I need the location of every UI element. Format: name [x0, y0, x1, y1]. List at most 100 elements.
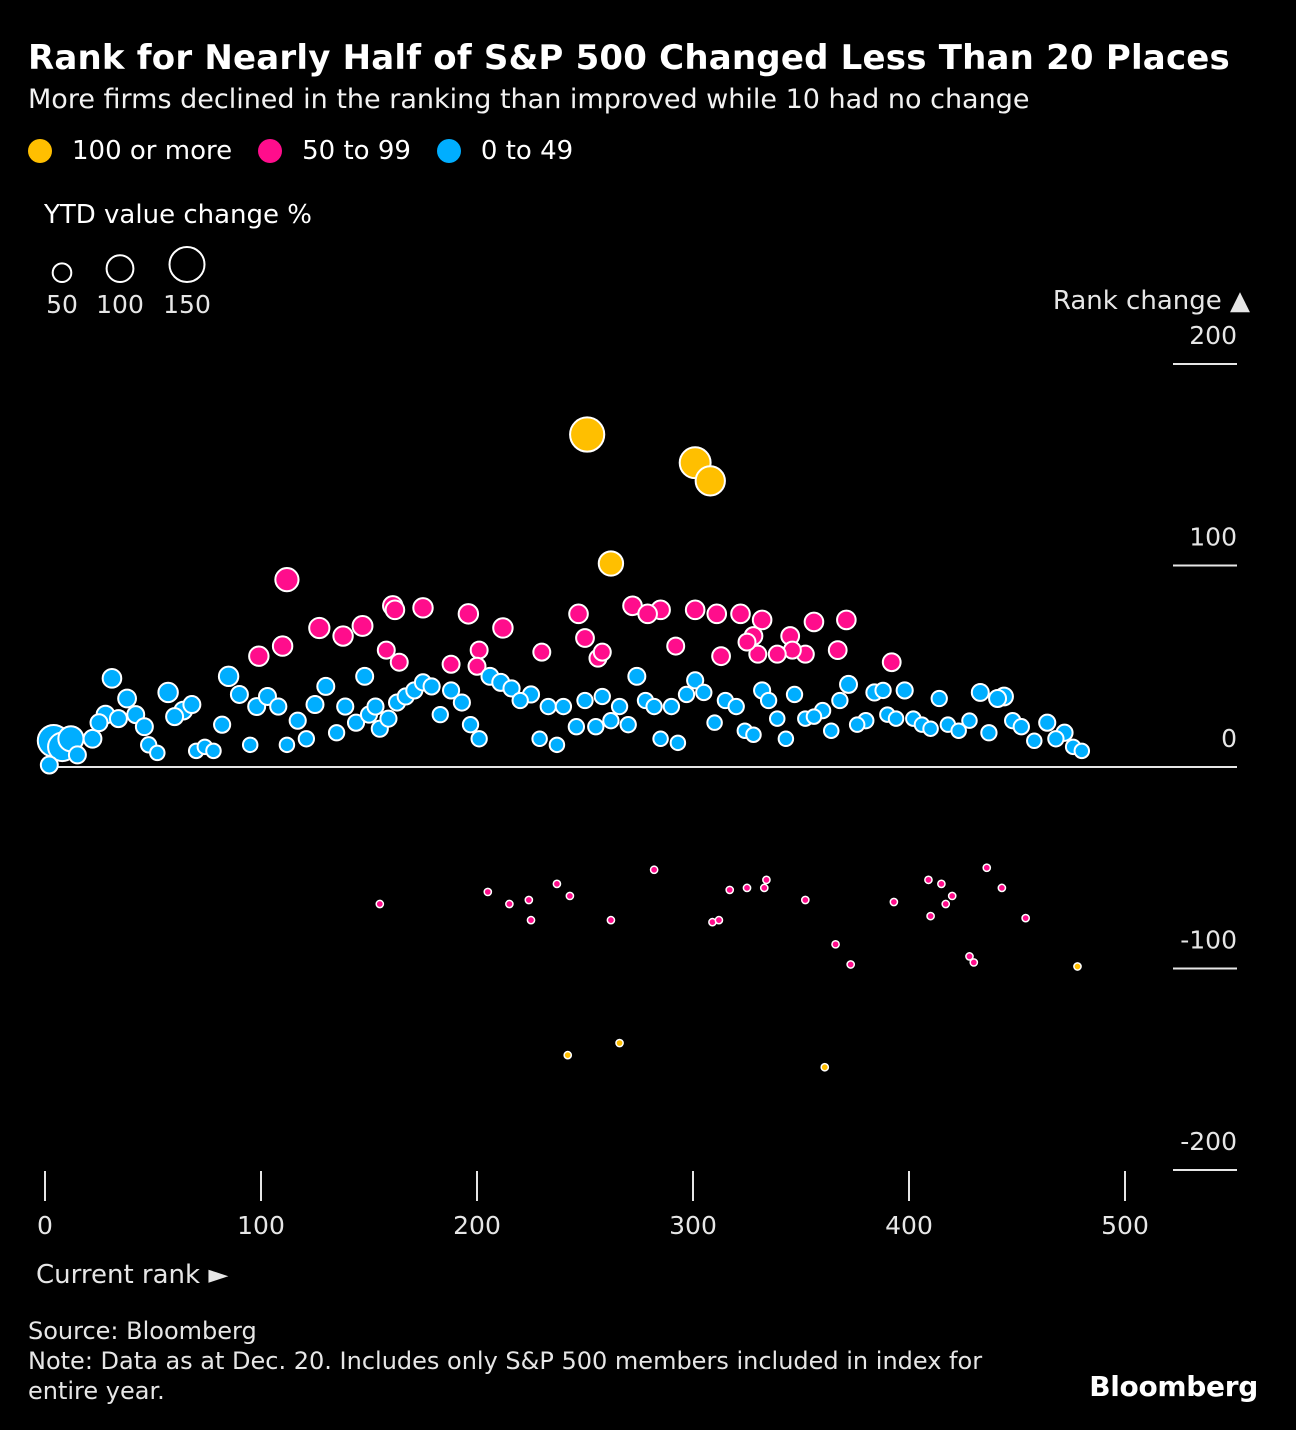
data-point: [297, 730, 316, 748]
data-point: [182, 695, 202, 715]
x-tick-label: 100: [237, 1211, 285, 1240]
data-point: [827, 640, 848, 661]
data-point: [355, 666, 375, 686]
data-point: [848, 716, 866, 733]
data-point: [725, 885, 735, 895]
data-point: [587, 718, 605, 736]
data-point: [442, 681, 461, 700]
data-point: [803, 611, 825, 633]
data-point: [711, 646, 731, 667]
data-point: [924, 875, 933, 885]
data-point: [695, 683, 713, 702]
data-point: [950, 722, 967, 739]
data-point: [308, 616, 331, 640]
data-point: [982, 863, 992, 873]
data-point: [532, 642, 552, 662]
chart-subtitle: More firms declined in the ranking than …: [28, 84, 1030, 115]
data-point: [785, 685, 804, 704]
data-point: [686, 671, 705, 690]
data-point: [441, 654, 461, 674]
y-tick-label: -200: [1180, 1127, 1237, 1156]
data-point: [762, 875, 771, 885]
data-point: [67, 745, 87, 765]
data-point: [526, 915, 536, 925]
data-point: [831, 691, 849, 710]
data-point: [1026, 732, 1043, 750]
data-point: [366, 697, 385, 716]
data-point: [467, 656, 487, 676]
data-point: [505, 899, 514, 909]
legend-item-50-to-99: 50 to 99: [258, 136, 411, 166]
data-point: [157, 681, 179, 704]
data-point: [666, 636, 686, 656]
data-point: [346, 713, 366, 732]
data-point: [627, 666, 647, 686]
data-point: [552, 879, 562, 889]
data-point: [241, 736, 259, 754]
data-point: [730, 603, 751, 625]
data-point: [745, 726, 762, 744]
size-legend-circle: [51, 262, 73, 284]
data-point: [469, 640, 489, 660]
data-point: [748, 644, 768, 664]
data-point: [271, 635, 294, 657]
data-point: [248, 645, 270, 667]
data-point: [82, 728, 103, 749]
data-point: [822, 722, 840, 739]
data-point: [831, 939, 840, 949]
data-point: [288, 711, 307, 730]
legend-swatch: [436, 139, 461, 163]
data-point: [554, 697, 573, 716]
data-point: [645, 697, 663, 716]
data-point: [461, 716, 480, 734]
color-legend: 100 or more 50 to 99 0 to 49: [28, 134, 599, 168]
data-point: [610, 697, 629, 716]
data-point: [961, 712, 978, 729]
data-point: [947, 891, 957, 901]
data-point: [563, 1050, 573, 1060]
data-point: [694, 465, 726, 497]
data-point: [1047, 730, 1065, 748]
data-point: [229, 684, 249, 704]
bloomberg-logo: Bloomberg: [1089, 1370, 1258, 1403]
data-point: [389, 652, 409, 672]
size-legend: 50 100 150: [46, 246, 211, 319]
legend-item-100-or-more: 100 or more: [28, 136, 232, 166]
legend-label: 50 to 99: [302, 136, 411, 166]
data-point: [649, 865, 659, 875]
data-point: [1021, 913, 1030, 923]
data-point: [839, 674, 859, 694]
y-tick-label: 0: [1221, 724, 1237, 753]
data-point: [606, 915, 616, 925]
data-point: [988, 689, 1008, 708]
y-tick-label: 100: [1189, 523, 1237, 552]
data-point: [567, 718, 586, 736]
data-point: [575, 628, 595, 648]
data-point: [531, 730, 548, 748]
data-point: [336, 697, 355, 716]
data-point: [101, 668, 123, 689]
data-points: [36, 416, 1091, 1072]
data-point: [379, 709, 398, 728]
data-point: [889, 897, 899, 907]
data-point: [637, 603, 658, 625]
data-point: [384, 599, 406, 621]
chart-axes: Rank change ▲ 200 100 0 -100 -200 0 100 200 300 40…: [36, 286, 1250, 1290]
scatter-chart: 50 100 150 Rank change ▲ 200 100 0 -100 -200 0 10…: [36, 246, 1250, 1290]
data-point: [412, 597, 434, 619]
data-point: [213, 715, 232, 734]
data-point: [619, 716, 637, 734]
data-point: [926, 911, 935, 921]
x-tick-label: 300: [669, 1211, 717, 1240]
data-point: [492, 617, 514, 639]
data-point: [1038, 713, 1057, 732]
data-point: [941, 899, 951, 909]
note-text: Note: Data as at Dec. 20. Includes only …: [28, 1347, 983, 1405]
data-point: [332, 625, 354, 647]
data-point: [602, 711, 620, 730]
data-point: [470, 730, 488, 748]
data-point: [887, 710, 905, 727]
x-axis-title: Current rank ►: [36, 1260, 228, 1290]
data-point: [316, 676, 336, 696]
data-point: [965, 952, 974, 961]
